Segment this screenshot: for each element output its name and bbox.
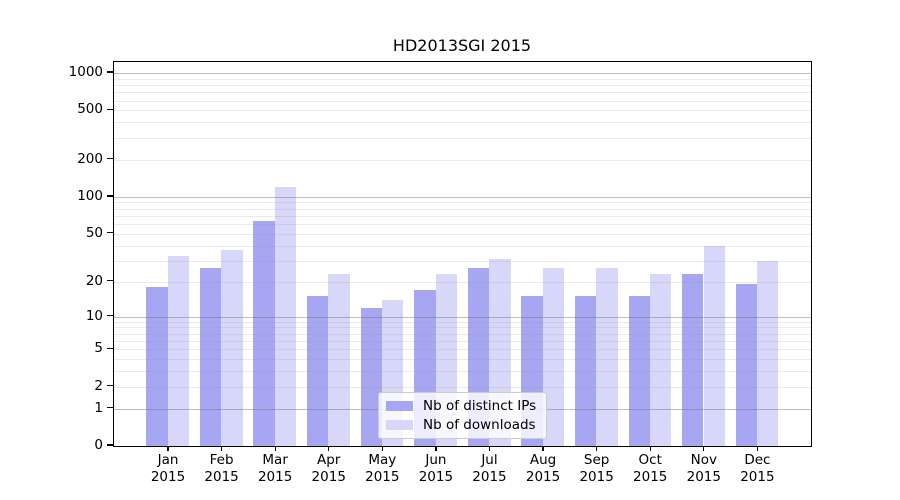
y-axis-tick-label: 1000 <box>68 64 103 81</box>
x-axis-tick-label: Jan 2015 <box>150 452 186 485</box>
y-axis-tick-label: 50 <box>85 224 103 241</box>
bar-jan-downloads <box>167 255 190 446</box>
gridline-1000 <box>114 73 811 75</box>
x-tick-mark <box>542 446 544 452</box>
y-axis-tick-label: 100 <box>77 187 103 204</box>
gridline-10 <box>114 316 811 318</box>
y-axis-tick-label: 1 <box>94 399 103 416</box>
x-tick-mark <box>488 446 491 452</box>
gridline-100 <box>114 196 811 198</box>
x-tick-mark <box>220 446 223 452</box>
x-tick-mark <box>703 446 705 452</box>
x-tick-mark <box>435 446 437 452</box>
x-axis-tick-label: Oct 2015 <box>633 452 668 485</box>
x-axis-tick-label: Feb 2015 <box>204 452 239 485</box>
bar-sep-downloads <box>596 268 618 446</box>
bar-oct-distinct-ips <box>628 296 650 446</box>
x-tick-mark <box>167 446 169 452</box>
gridline-5 <box>114 349 811 351</box>
y-axis-tick-label: 10 <box>85 307 103 324</box>
legend-item-downloads: Nb of downloads <box>386 417 536 433</box>
legend: Nb of distinct IPs Nb of downloads <box>378 392 548 439</box>
gridline-70 <box>114 215 811 217</box>
gridline-800 <box>114 85 811 87</box>
bar-aug-downloads <box>542 268 565 446</box>
y-axis-tick-label: 200 <box>77 150 103 167</box>
gridline-50 <box>114 233 811 235</box>
bar-dec-distinct-ips <box>735 284 758 446</box>
y-axis-tick-label: 0 <box>94 437 103 453</box>
gridline-7 <box>114 333 811 335</box>
grid-layer <box>114 62 811 446</box>
gridline-9 <box>114 321 811 323</box>
gridline-600 <box>114 100 811 102</box>
gridline-6 <box>114 340 811 342</box>
bar-apr-downloads <box>328 274 350 446</box>
gridline-700 <box>114 92 811 94</box>
gridline-60 <box>114 224 811 226</box>
bar-feb-distinct-ips <box>199 268 222 446</box>
y-axis-tick-label: 500 <box>77 101 103 118</box>
y-axis-tick-label: 20 <box>85 272 103 289</box>
bar-nov-downloads <box>703 245 725 446</box>
legend-label-distinct-ips: Nb of distinct IPs <box>423 398 537 414</box>
gridline-4 <box>114 359 811 361</box>
x-axis-tick-label: Aug 2015 <box>525 452 561 485</box>
x-axis-tick-label: Apr 2015 <box>311 452 346 485</box>
gridline-400 <box>114 122 811 124</box>
x-axis-tick-label: May 2015 <box>365 452 400 485</box>
x-axis-tick-label: Dec 2015 <box>740 452 775 485</box>
gridline-900 <box>114 78 811 80</box>
x-tick-mark <box>328 446 330 452</box>
gridline-20 <box>114 281 811 283</box>
gridline-300 <box>114 137 811 139</box>
gridline-80 <box>114 208 811 210</box>
bar-dec-downloads <box>757 260 779 446</box>
bar-mar-downloads <box>274 187 297 446</box>
x-tick-mark <box>595 446 598 452</box>
gridline-30 <box>114 260 811 262</box>
x-axis-tick-label: Jun 2015 <box>418 452 454 485</box>
bar-jan-distinct-ips <box>146 287 168 446</box>
x-axis-tick-label: Sep 2015 <box>579 452 614 485</box>
bar-oct-downloads <box>649 274 672 446</box>
x-tick-mark <box>649 446 651 452</box>
gridline-8 <box>114 327 811 329</box>
gridline-3 <box>114 371 811 373</box>
x-axis-tick-label: Jul 2015 <box>472 452 507 485</box>
legend-item-distinct-ips: Nb of distinct IPs <box>386 398 536 414</box>
chart-title: HD2013SGI 2015 <box>392 36 532 55</box>
bar-sep-distinct-ips <box>574 296 597 446</box>
bar-apr-distinct-ips <box>307 296 329 446</box>
y-axis-tick-label: 2 <box>94 377 103 394</box>
gridline-40 <box>114 245 811 247</box>
x-tick-mark <box>381 446 383 452</box>
bar-nov-distinct-ips <box>682 274 704 446</box>
legend-label-downloads: Nb of downloads <box>423 417 536 433</box>
x-tick-mark <box>274 446 276 452</box>
legend-swatch-downloads <box>386 420 413 430</box>
gridline-2 <box>114 386 811 388</box>
gridline-500 <box>114 110 811 112</box>
bar-may-distinct-ips <box>360 307 382 446</box>
x-axis-tick-label: Mar 2015 <box>257 452 293 485</box>
x-axis-tick-label: Nov 2015 <box>686 452 721 485</box>
x-tick-mark <box>756 446 759 452</box>
bar-mar-distinct-ips <box>253 220 275 446</box>
legend-swatch-distinct-ips <box>386 401 413 411</box>
gridline-90 <box>114 202 811 204</box>
gridline-200 <box>114 159 811 161</box>
bar-feb-downloads <box>221 249 243 446</box>
plot-area <box>113 61 812 447</box>
y-axis-tick-label: 5 <box>94 340 103 357</box>
